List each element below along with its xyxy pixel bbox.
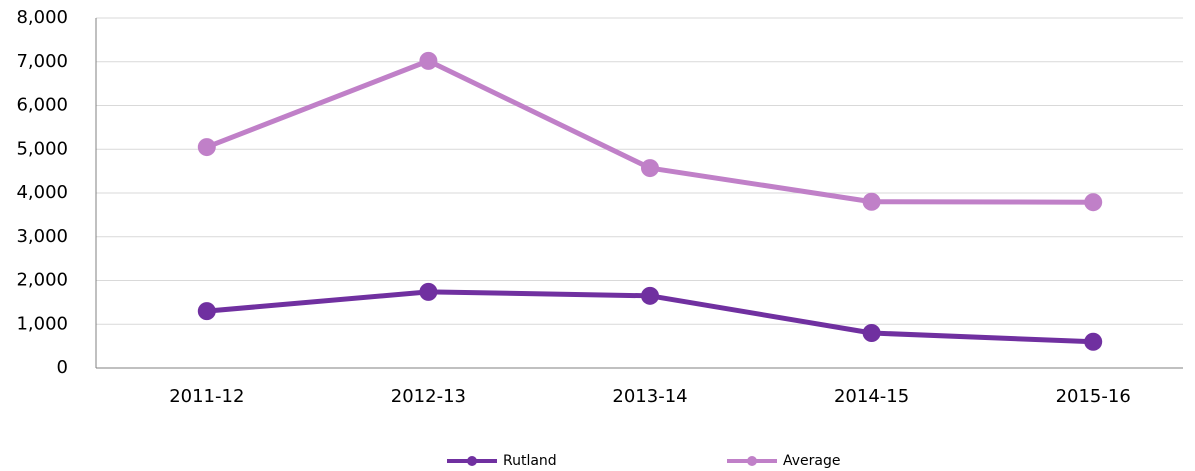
x-tick-label: 2011-12 bbox=[169, 386, 244, 407]
y-tick-label: 5,000 bbox=[16, 138, 68, 159]
y-tick-label: 3,000 bbox=[16, 226, 68, 247]
x-tick-label: 2014-15 bbox=[834, 386, 909, 407]
data-point bbox=[862, 324, 881, 342]
y-tick-label: 1,000 bbox=[16, 313, 68, 334]
y-tick-label: 4,000 bbox=[16, 182, 68, 203]
series-line bbox=[205, 58, 1094, 205]
legend-label: Average bbox=[783, 453, 841, 469]
data-point bbox=[641, 286, 659, 305]
y-tick-label: 7,000 bbox=[16, 51, 68, 72]
y-tick-label: 8,000 bbox=[16, 7, 68, 28]
legend-label: Rutland bbox=[503, 453, 557, 469]
data-point bbox=[862, 192, 881, 211]
data-point bbox=[419, 51, 438, 70]
x-tick-label: 2015-16 bbox=[1056, 386, 1131, 407]
x-tick-label: 2012-13 bbox=[391, 386, 466, 407]
y-tick-label: 6,000 bbox=[16, 95, 68, 116]
y-tick-label: 0 bbox=[57, 357, 68, 378]
data-point bbox=[1084, 193, 1103, 212]
y-tick-label: 2,000 bbox=[16, 270, 68, 291]
data-point bbox=[419, 282, 438, 301]
legend-marker bbox=[747, 456, 757, 466]
data-point bbox=[1084, 332, 1103, 351]
legend-marker bbox=[467, 456, 477, 466]
data-point bbox=[197, 302, 216, 321]
data-point bbox=[197, 138, 216, 157]
data-point bbox=[641, 159, 659, 178]
x-tick-label: 2013-14 bbox=[612, 386, 687, 407]
